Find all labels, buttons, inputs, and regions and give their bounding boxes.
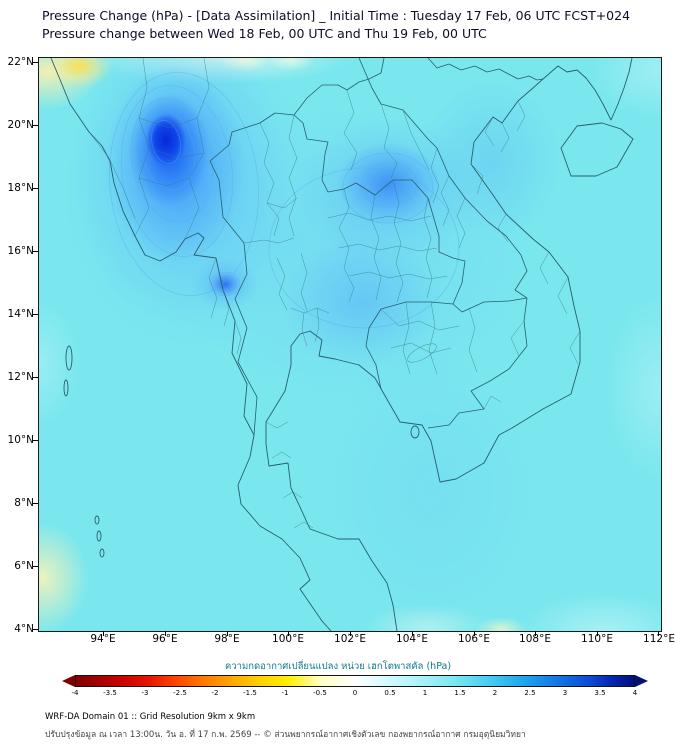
x-axis-tick xyxy=(474,631,475,636)
y-axis-tick xyxy=(33,125,38,126)
colorbar-tick-label: 0 xyxy=(352,689,358,697)
y-axis-tick xyxy=(33,377,38,378)
y-axis-tick xyxy=(33,566,38,567)
lon-tick-label: 104°E xyxy=(396,633,428,645)
lat-tick-label: 20°N xyxy=(7,119,34,131)
colorbar-tick-label: -2 xyxy=(211,689,219,697)
footer-domain-info: WRF-DA Domain 01 :: Grid Resolution 9km … xyxy=(45,712,256,722)
colorbar-title: ความกดอากาศเปลี่ยนแปลง หน่วย เฮกโตพาสคัล… xyxy=(224,661,452,672)
x-axis-tick xyxy=(288,631,289,636)
y-axis-tick xyxy=(33,188,38,189)
lon-tick-label: 94°E xyxy=(90,633,116,645)
colorbar-tick-label: 3.5 xyxy=(594,689,606,697)
x-axis-tick xyxy=(227,631,228,636)
lat-tick-label: 12°N xyxy=(7,371,34,383)
lat-tick-label: 16°N xyxy=(7,245,34,257)
colorbar-tick-label: -2.5 xyxy=(173,689,187,697)
lon-tick-label: 110°E xyxy=(581,633,613,645)
y-axis-tick xyxy=(33,503,38,504)
y-axis-tick xyxy=(33,62,38,63)
y-axis-tick xyxy=(33,251,38,252)
lat-tick-label: 14°N xyxy=(7,308,34,320)
colorbar-tick-label: 4 xyxy=(632,689,638,697)
lon-tick-label: 108°E xyxy=(519,633,551,645)
footer-update-info: ปรับปรุงข้อมูล ณ เวลา 13:00น. วัน อ. ที่… xyxy=(45,730,526,740)
colorbar-tick-label: 0.5 xyxy=(384,689,396,697)
x-axis-tick xyxy=(597,631,598,636)
hainan-outline xyxy=(560,122,634,177)
lat-tick-label: 8°N xyxy=(14,497,34,509)
lon-tick-label: 112°E xyxy=(643,633,675,645)
lat-tick-label: 6°N xyxy=(14,560,34,572)
colorbar-tick-label: 3 xyxy=(562,689,568,697)
colorbar-tick-label: -1 xyxy=(281,689,289,697)
province-borders xyxy=(88,58,581,529)
pressure-change-field xyxy=(39,58,661,631)
x-axis-tick xyxy=(658,631,659,636)
colorbar-tick-label: 2 xyxy=(492,689,498,697)
lat-tick-label: 10°N xyxy=(7,434,34,446)
lat-tick-label: 18°N xyxy=(7,182,34,194)
chart-title: Pressure Change (hPa) - [Data Assimilati… xyxy=(42,8,631,23)
lon-tick-label: 96°E xyxy=(152,633,178,645)
map-borders-overlay xyxy=(50,58,634,631)
national-borders xyxy=(209,58,544,436)
x-axis-tick xyxy=(535,631,536,636)
x-axis-tick xyxy=(165,631,166,636)
colorbar-tick-label: 1.5 xyxy=(454,689,466,697)
islands xyxy=(63,345,420,558)
colorbar-tick-label: -4 xyxy=(71,689,79,697)
lon-tick-label: 106°E xyxy=(458,633,490,645)
x-axis-tick xyxy=(350,631,351,636)
coastline xyxy=(50,58,633,631)
x-axis-tick xyxy=(412,631,413,636)
colorbar-tick-label: 1 xyxy=(422,689,428,697)
colorbar-tick-label: -3 xyxy=(141,689,149,697)
lat-tick-label: 22°N xyxy=(7,56,34,68)
colorbar-gradient xyxy=(75,675,635,687)
y-axis-tick xyxy=(33,440,38,441)
map-plot-area xyxy=(38,57,662,632)
contour-lines xyxy=(109,71,460,329)
lon-tick-label: 98°E xyxy=(214,633,240,645)
y-axis-tick xyxy=(33,314,38,315)
lon-tick-label: 102°E xyxy=(334,633,366,645)
colorbar: -4 -3.5 -3 -2.5 -2 -1.5 -1 -0.5 0 0.5 1 … xyxy=(62,675,648,697)
colorbar-left-arrow xyxy=(62,675,75,687)
lat-tick-label: 4°N xyxy=(14,623,34,635)
colorbar-tick-label: -0.5 xyxy=(313,689,327,697)
y-axis-tick xyxy=(33,629,38,630)
colorbar-tick-label: -3.5 xyxy=(103,689,117,697)
colorbar-tick-label: 2.5 xyxy=(524,689,536,697)
lon-tick-label: 100°E xyxy=(272,633,304,645)
chart-subtitle: Pressure change between Wed 18 Feb, 00 U… xyxy=(42,26,487,41)
x-axis-tick xyxy=(103,631,104,636)
colorbar-tick-label: -1.5 xyxy=(243,689,257,697)
colorbar-right-arrow xyxy=(635,675,648,687)
